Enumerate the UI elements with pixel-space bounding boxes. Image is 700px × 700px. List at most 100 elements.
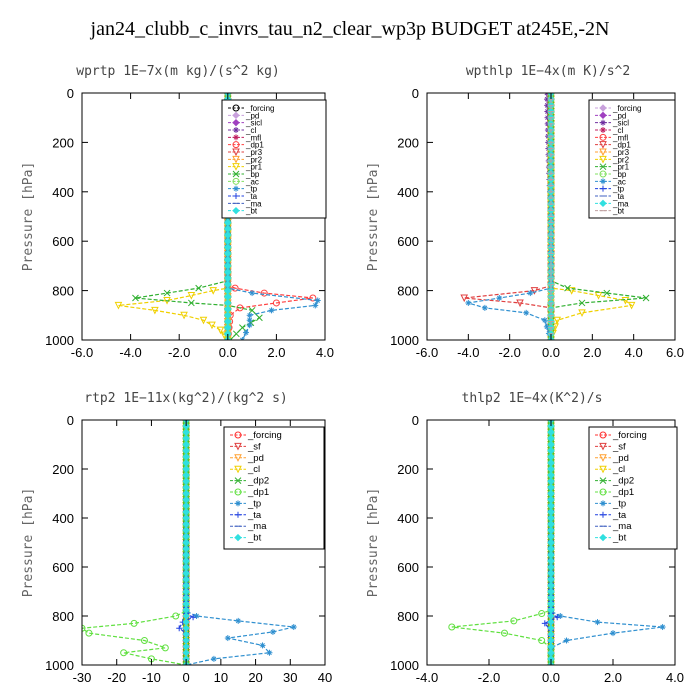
legend-label: _bt	[612, 533, 627, 544]
legend-label: _forcing	[245, 104, 274, 113]
panel-title: wpthlp 1E−4x(m K)/s^2	[466, 64, 630, 79]
legend-item-pr3: _pr3	[595, 148, 630, 157]
legend-item-bp: _bp	[595, 170, 627, 179]
y-tick-label: 200	[52, 135, 74, 150]
legend-item-sf: _sf	[595, 441, 626, 452]
legend-label: _sf	[612, 441, 626, 452]
legend: _forcing_sf_pd_cl_dp2_dp1_tp_ta_ma_bt	[588, 426, 678, 550]
series-line-ac	[468, 93, 552, 340]
x-tick-label: 2.0	[583, 345, 601, 360]
legend-label: _pr2	[612, 155, 630, 164]
plot-frame	[81, 419, 326, 666]
legend-label: _bt	[245, 207, 258, 216]
legend-label: _sicl	[245, 119, 262, 128]
x-tick-label: 0.0	[542, 345, 560, 360]
legend-label: _ta	[612, 510, 627, 521]
y-tick-label: 0	[67, 413, 74, 428]
x-tick-label: -2.0	[168, 345, 190, 360]
legend-label: _cl	[612, 464, 625, 475]
figure-title: jan24_clubb_c_invrs_tau_n2_clear_wp3p BU…	[90, 18, 610, 40]
legend-label: _mfl	[612, 133, 628, 142]
legend-box	[223, 426, 325, 550]
legend-item-tp: _tp	[595, 498, 626, 509]
x-tick-label: -6.0	[71, 345, 93, 360]
legend-label: _pr2	[245, 155, 263, 164]
legend-item-cl: _cl	[595, 464, 625, 475]
legend-label: _ma	[245, 199, 262, 208]
legend-item-pd: _pd	[228, 111, 259, 120]
legend-label: _dp1	[245, 141, 264, 150]
x-tick-label: 30	[283, 670, 297, 685]
series-markers-ac	[465, 93, 554, 340]
legend-label: _ta	[612, 192, 625, 201]
y-tick-label: 0	[412, 413, 419, 428]
legend-label: _dp1	[612, 141, 631, 150]
x-tick-label: -4.0	[119, 345, 141, 360]
legend-item-dp2: _dp2	[230, 476, 269, 487]
legend-item-bt: _bt	[228, 207, 258, 216]
x-tick-label: 4.0	[666, 670, 684, 685]
legend-item-ac: _ac	[228, 177, 259, 186]
legend-item-bt: _bt	[230, 533, 262, 544]
legend-label: _ac	[612, 177, 626, 186]
legend-item-forcing: _forcing	[230, 430, 282, 441]
legend-label: _ac	[245, 177, 259, 186]
y-tick-label: 800	[397, 609, 419, 624]
legend-item-tp: _tp	[228, 185, 258, 194]
panel-title: thlp2 1E−4x(K^2)/s	[462, 391, 603, 406]
legend-item-ma: _ma	[230, 521, 267, 532]
y-tick-label: 200	[397, 135, 419, 150]
legend-item-dp1: _dp1	[230, 487, 269, 498]
legend-label: _ma	[612, 199, 629, 208]
legend-item-sicl: _sicl	[595, 119, 629, 128]
series-line-pr1	[118, 93, 229, 340]
legend-item-ta: _ta	[230, 510, 262, 521]
legend-item-pr2: _pr2	[228, 155, 263, 164]
legend-item-sf: _sf	[230, 441, 261, 452]
series-line-bp	[135, 93, 261, 340]
legend-item-dp1: _dp1	[228, 141, 264, 150]
x-tick-label: 40	[318, 670, 332, 685]
legend-label: _pd	[612, 111, 626, 120]
y-axis-label: Pressure [hPa]	[366, 488, 381, 598]
legend-item-pr2: _pr2	[595, 155, 630, 164]
legend-label: _forcing	[612, 430, 647, 441]
legend-item-forcing: _forcing	[228, 104, 274, 113]
legend-label: _ma	[247, 521, 267, 532]
legend-item-pr1: _pr1	[595, 163, 630, 172]
legend-item-ma: _ma	[595, 521, 632, 532]
x-tick-label: -4.0	[457, 345, 479, 360]
legend-item-bt: _bt	[595, 207, 625, 216]
legend-item-sicl: _sicl	[228, 119, 262, 128]
y-tick-label: 1000	[45, 658, 74, 673]
y-tick-label: 200	[397, 462, 419, 477]
legend-label: _cl	[245, 126, 256, 135]
legend-box	[588, 99, 676, 219]
legend-item-pr3: _pr3	[228, 148, 263, 157]
x-tick-label: -20	[107, 670, 126, 685]
legend-label: _bp	[245, 170, 260, 179]
series-markers-dp1	[448, 420, 555, 665]
legend-item-ma: _ma	[595, 199, 629, 208]
legend-item-ta: _ta	[228, 192, 258, 201]
x-tick-label: -2.0	[498, 345, 520, 360]
legend-item-tp: _tp	[230, 498, 261, 509]
y-tick-label: 600	[397, 560, 419, 575]
x-tick-label: -30	[73, 670, 92, 685]
legend-item-tp: _tp	[595, 185, 625, 194]
legend-item-bt: _bt	[595, 533, 627, 544]
y-tick-label: 0	[67, 86, 74, 101]
legend-label: _pr1	[245, 163, 263, 172]
series-layer	[448, 420, 666, 665]
x-tick-label: 0.0	[219, 345, 237, 360]
legend: _forcing_sf_pd_cl_dp2_dp1_tp_ta_ma_bt	[223, 426, 325, 550]
legend-label: _ta	[247, 510, 262, 521]
legend-label: _pd	[612, 453, 629, 464]
legend-label: _ta	[245, 192, 258, 201]
legend-item-forcing: _forcing	[595, 430, 647, 441]
series-layer	[82, 420, 297, 665]
legend-item-cl: _cl	[230, 464, 260, 475]
series-line-dp1	[464, 93, 552, 340]
legend-label: _cl	[247, 464, 260, 475]
